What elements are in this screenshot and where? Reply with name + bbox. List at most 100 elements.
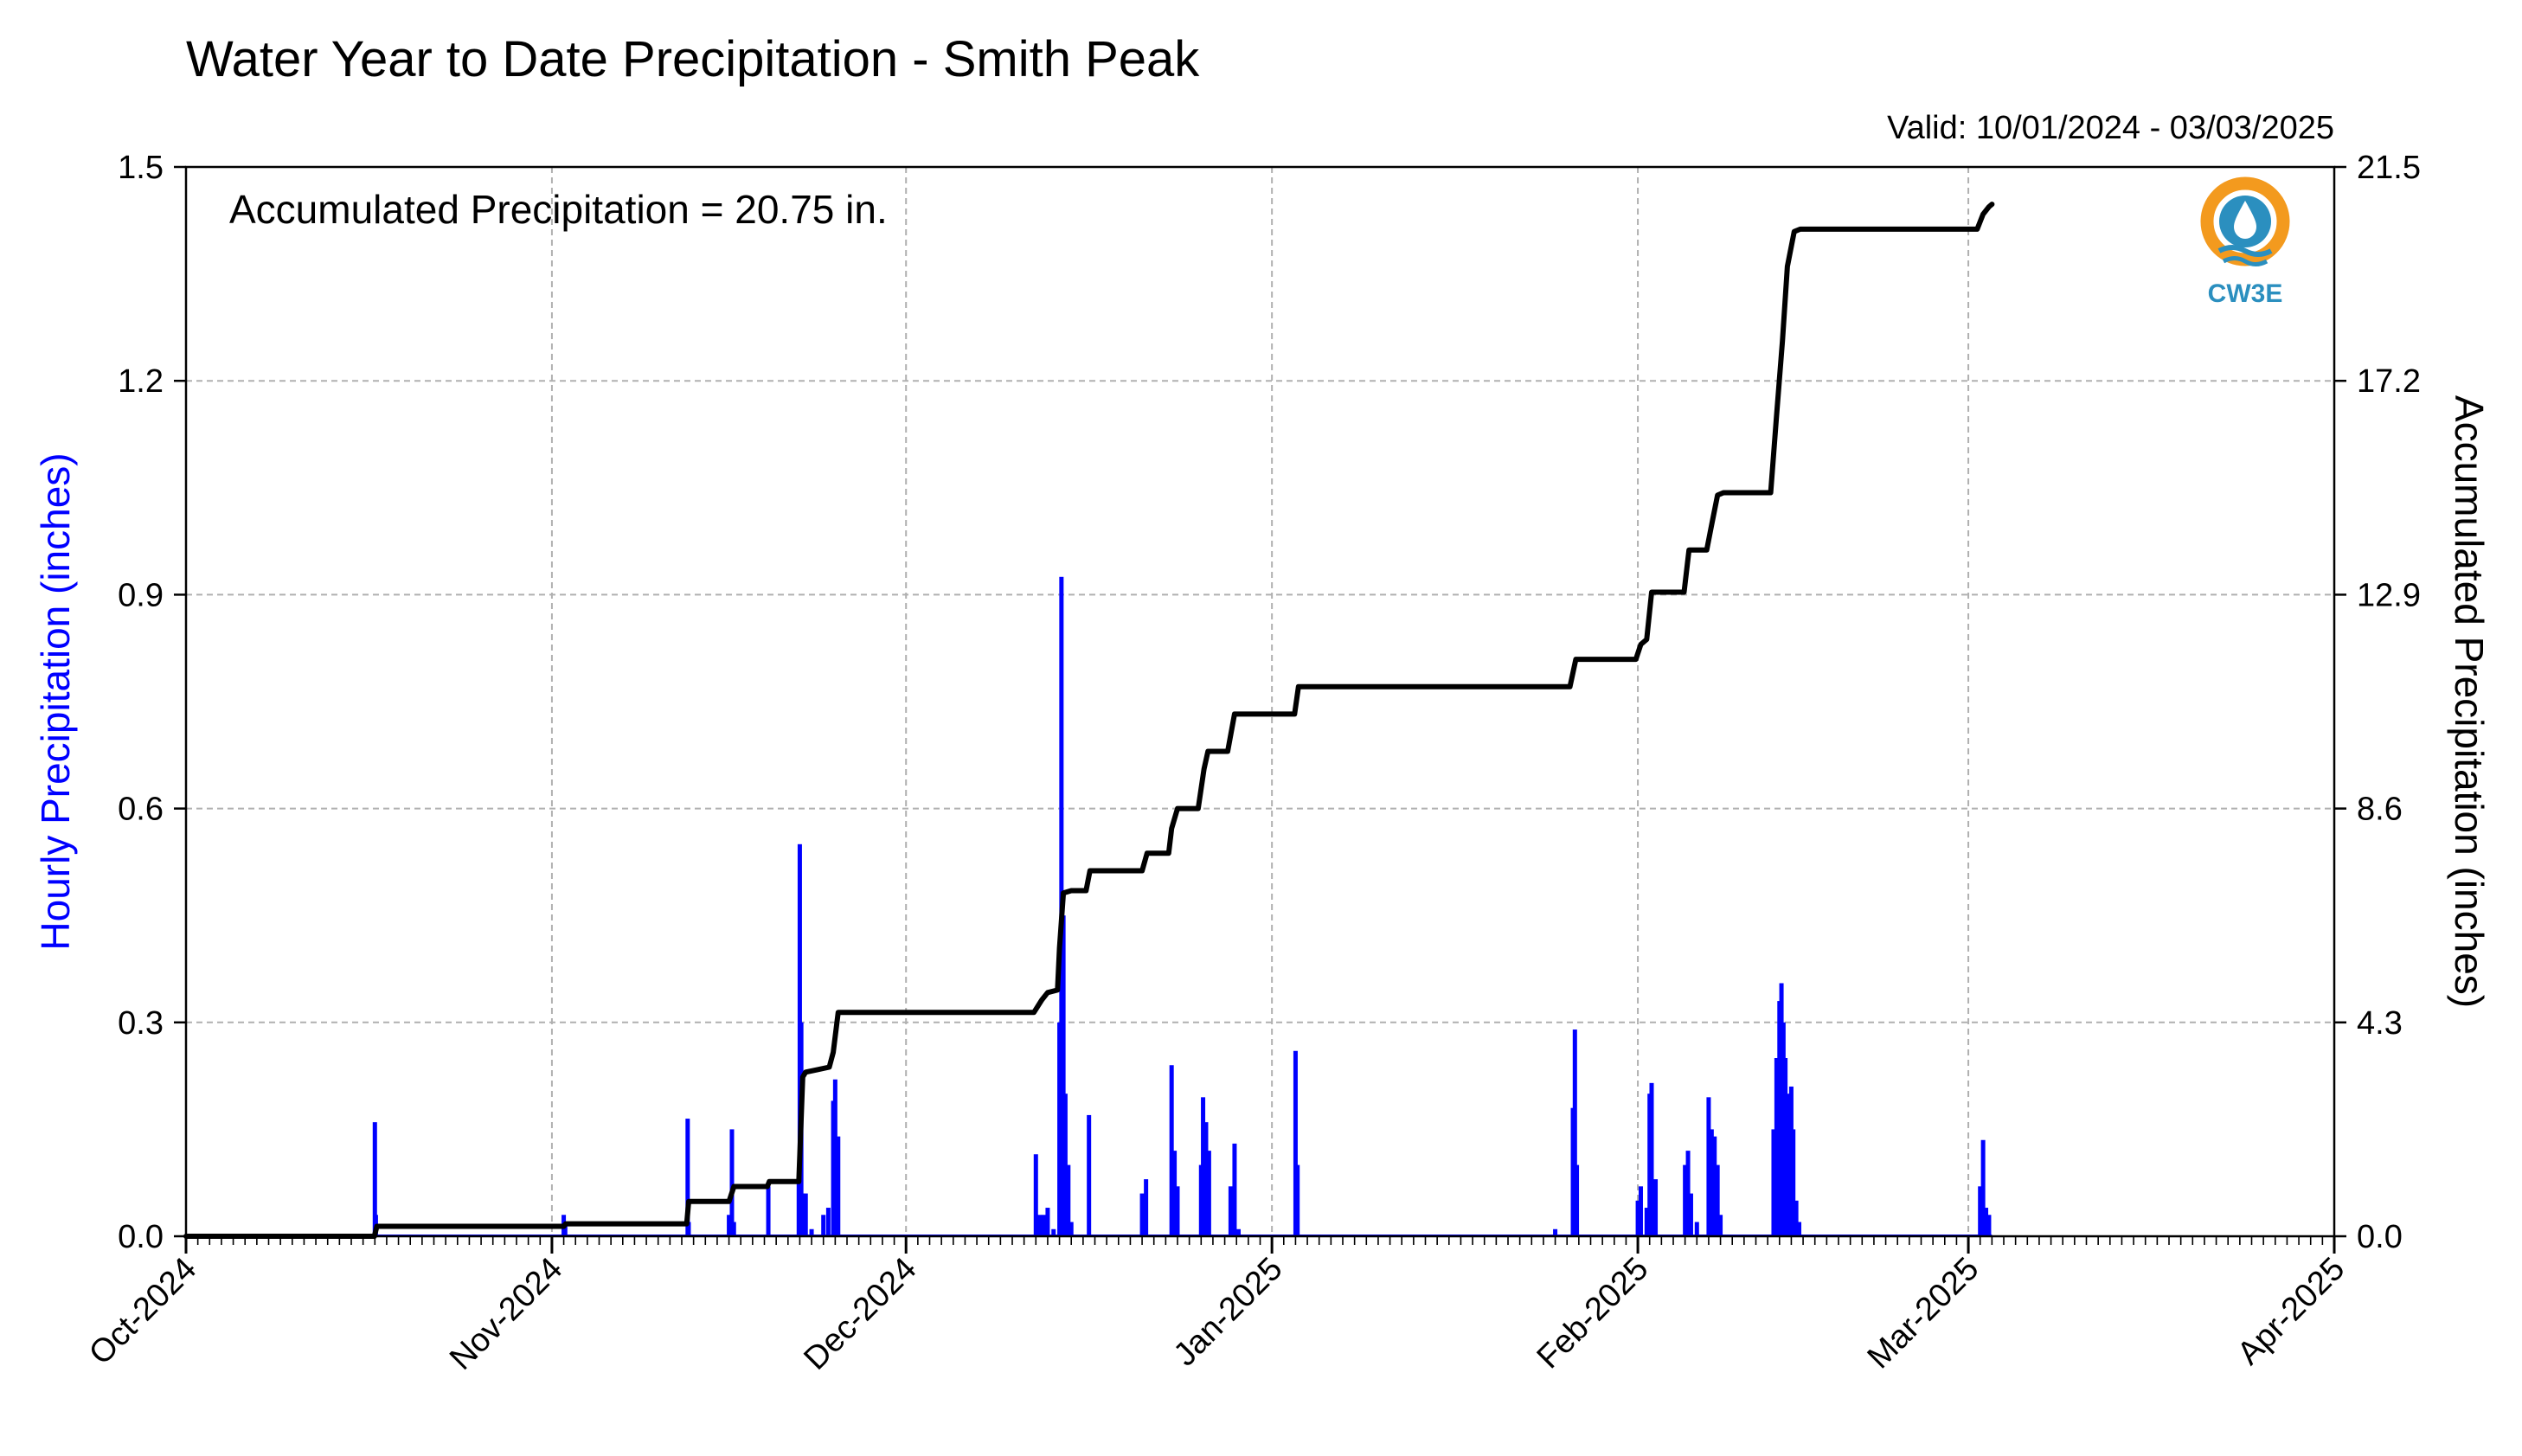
- hourly-precip-bar: [1638, 1186, 1643, 1236]
- y-axis-left-label: Hourly Precipitation (inches): [33, 452, 78, 950]
- y-left-tick-label: 0.0: [118, 1219, 164, 1255]
- hourly-precip-bar: [1786, 1094, 1791, 1236]
- x-tick-label: Oct-2024: [82, 1251, 203, 1372]
- y-right-tick-label: 0.0: [2357, 1219, 2403, 1255]
- axes: 0.0 0.3 0.6 0.9 1.2 1.5 0.0 4.3 8.6 12.9 17.2 21.5 O…: [82, 150, 2421, 1377]
- hourly-precip-bar: [1228, 1186, 1233, 1236]
- hourly-precip-bar: [1683, 1164, 1688, 1236]
- hourly-precip-bar: [832, 1079, 837, 1236]
- y-right-tick-label: 21.5: [2357, 150, 2421, 186]
- hourly-precip-bar: [1175, 1186, 1180, 1236]
- hourly-precip-bar: [1062, 1094, 1068, 1236]
- hourly-precip-bar: [766, 1186, 771, 1236]
- y-left-tick-label: 0.6: [118, 792, 164, 828]
- x-tick-label: Nov-2024: [443, 1251, 569, 1377]
- hourly-precip-bar: [1797, 1222, 1802, 1236]
- hourly-precip-bar: [1635, 1200, 1640, 1236]
- hourly-precip-bar: [1575, 1164, 1580, 1236]
- hourly-precip-bar: [1978, 1186, 1983, 1236]
- chart-title: Water Year to Date Precipitation - Smith…: [186, 31, 1200, 87]
- hourly-precip-bar: [825, 1208, 831, 1236]
- hourly-precip-bar: [1295, 1164, 1300, 1236]
- hourly-precip-bar: [1771, 1129, 1776, 1236]
- y-right-tick-label: 8.6: [2357, 792, 2403, 828]
- hourly-precip-bar: [729, 1129, 735, 1236]
- grid-lines: [186, 167, 2334, 1236]
- hourly-precip-bar: [1172, 1151, 1178, 1236]
- hourly-precip-bar: [1203, 1122, 1209, 1236]
- hourly-precip-bar: [1232, 1143, 1237, 1236]
- y-axis-right-label: Accumulated Precipitation (inches): [2447, 395, 2492, 1008]
- y-right-tick-label: 4.3: [2357, 1005, 2403, 1042]
- hourly-precip-bar: [836, 1136, 841, 1236]
- hourly-precip-bar: [1553, 1228, 1558, 1236]
- hourly-precip-bar: [1653, 1179, 1659, 1236]
- hourly-precip-bar: [1061, 915, 1066, 1236]
- hourly-precip-bar: [685, 1119, 690, 1236]
- hourly-precip-bar: [1045, 1208, 1050, 1236]
- hourly-precip-bar: [1169, 1065, 1174, 1236]
- hourly-precip-bars: [186, 576, 1993, 1236]
- accumulated-precip-line-group: [183, 202, 1995, 1239]
- logo-text: CW3E: [2208, 279, 2283, 308]
- hourly-precip-bar: [1980, 1139, 1986, 1236]
- y-left-tick-label: 0.9: [118, 577, 164, 613]
- hourly-precip-bar: [1706, 1097, 1711, 1236]
- hourly-precip-bar: [1715, 1164, 1720, 1236]
- y-right-tick-label: 12.9: [2357, 577, 2421, 613]
- hourly-precip-bar: [803, 1193, 808, 1236]
- x-tick-label: Mar-2025: [1861, 1251, 1986, 1376]
- y-right-tick-label: 17.2: [2357, 363, 2421, 400]
- hourly-precip-bar: [372, 1122, 377, 1236]
- hourly-precip-bar: [1712, 1136, 1717, 1236]
- hourly-precip-bar: [731, 1222, 736, 1236]
- hourly-precip-bar: [821, 1215, 826, 1236]
- hourly-precip-bar: [686, 1222, 691, 1236]
- hourly-precip-bar: [1685, 1151, 1691, 1236]
- x-tick-label: Jan-2025: [1167, 1251, 1290, 1374]
- y-left-tick-label: 1.2: [118, 363, 164, 400]
- hourly-precip-bar: [1572, 1029, 1577, 1236]
- hourly-precip-bar: [1783, 1058, 1788, 1236]
- hourly-precip-bar: [809, 1228, 814, 1236]
- hourly-precip-bar: [800, 1193, 805, 1236]
- chart-subtitle: Valid: 10/01/2024 - 03/03/2025: [1887, 110, 2334, 146]
- hourly-precip-bar: [1066, 1164, 1071, 1236]
- accumulated-total-annotation: Accumulated Precipitation = 20.75 in.: [229, 187, 888, 232]
- hourly-precip-bar: [1694, 1222, 1699, 1236]
- hourly-precip-bar: [1984, 1208, 1989, 1236]
- x-tick-label: Feb-2025: [1531, 1251, 1656, 1376]
- hourly-precip-bar: [1144, 1179, 1149, 1236]
- hourly-precip-bar: [1794, 1200, 1799, 1236]
- hourly-precip-bar: [1041, 1215, 1046, 1236]
- hourly-precip-bar: [1644, 1208, 1649, 1236]
- x-tick-label: Apr-2025: [2230, 1251, 2352, 1372]
- hourly-precip-bar: [562, 1222, 568, 1236]
- hourly-precip-bar: [1235, 1228, 1241, 1236]
- hourly-precip-bar: [1051, 1228, 1056, 1236]
- hourly-precip-bar: [1087, 1114, 1092, 1236]
- hourly-precip-bar: [1139, 1193, 1145, 1236]
- hourly-precip-bar: [1649, 1082, 1654, 1236]
- hourly-precip-bar: [1718, 1215, 1723, 1236]
- hourly-precip-bar: [1293, 1050, 1298, 1236]
- hourly-precip-bar: [1201, 1097, 1206, 1236]
- y-left-tick-label: 1.5: [118, 150, 164, 186]
- hourly-precip-bar: [1206, 1151, 1211, 1236]
- hourly-precip-bar: [1791, 1129, 1796, 1236]
- accumulated-precip-line: [183, 202, 1995, 1239]
- y-left-tick-label: 0.3: [118, 1005, 164, 1042]
- hourly-precip-bar: [1709, 1129, 1714, 1236]
- cw3e-logo: CW3E: [2200, 176, 2290, 308]
- hourly-precip-bar: [1037, 1215, 1043, 1236]
- plot-frame: [184, 165, 2336, 1238]
- hourly-precip-bar: [727, 1215, 732, 1236]
- hourly-precip-bar: [1033, 1154, 1038, 1236]
- hourly-precip-bar: [1986, 1215, 1992, 1236]
- x-tick-label: Dec-2024: [797, 1251, 923, 1377]
- hourly-precip-bar: [1068, 1222, 1074, 1236]
- hourly-precip-bar: [1688, 1193, 1693, 1236]
- hourly-precip-bar: [1774, 1058, 1779, 1236]
